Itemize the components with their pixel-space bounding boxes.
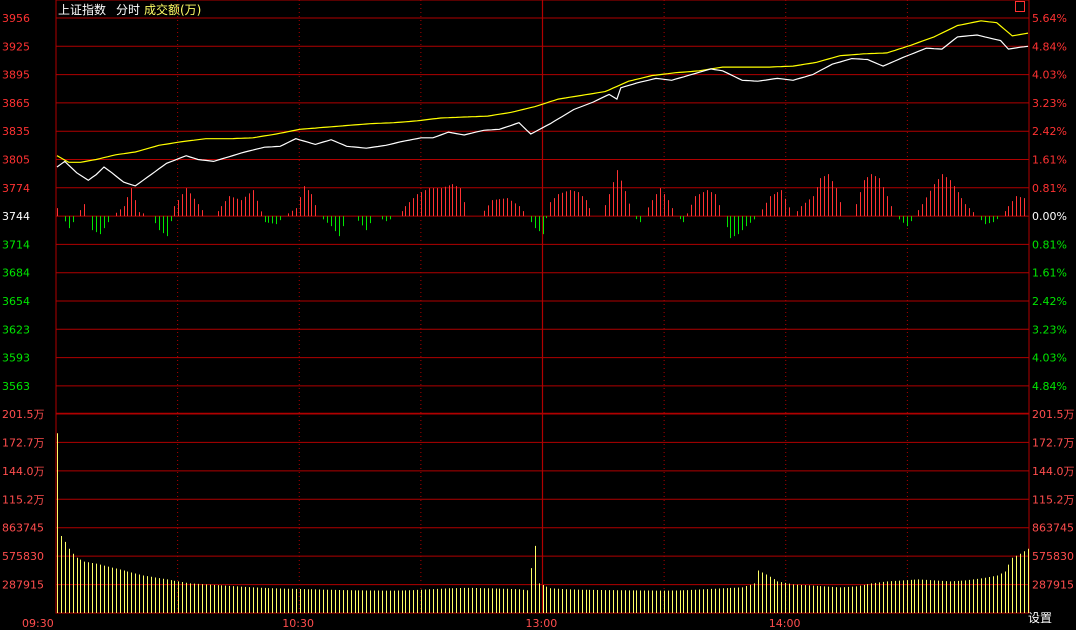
price-tick-label: 3563 xyxy=(2,380,30,393)
time-tick-label: 09:30 xyxy=(22,617,54,630)
view-mode-label[interactable]: 分时 xyxy=(116,3,141,17)
percent-tick-label: 4.03% xyxy=(1032,352,1067,365)
percent-tick-label: 0.00% xyxy=(1032,210,1067,223)
volume-tick-label: 144.0万 xyxy=(2,465,45,478)
price-tick-label: 3865 xyxy=(2,97,30,110)
volume-tick-label-right: 115.2万 xyxy=(1032,493,1075,506)
volume-tick-label-right: 575830 xyxy=(1032,550,1074,563)
percent-tick-label: 0.81% xyxy=(1032,238,1067,251)
percent-tick-label: 5.64% xyxy=(1032,12,1067,25)
volume-tick-label-right: 287915 xyxy=(1032,579,1074,592)
price-tick-label: 3925 xyxy=(2,40,30,53)
index-name: 上证指数 xyxy=(58,3,107,17)
percent-tick-label: 2.42% xyxy=(1032,295,1067,308)
price-line xyxy=(56,34,1029,187)
percent-tick-label: 1.61% xyxy=(1032,154,1067,167)
time-tick-label: 14:00 xyxy=(769,617,801,630)
volume-tick-label: 115.2万 xyxy=(2,493,45,506)
price-tick-label: 3805 xyxy=(2,154,30,167)
price-tick-label: 3835 xyxy=(2,125,30,138)
price-tick-label: 3744 xyxy=(2,210,30,223)
volume-label: 成交额(万) xyxy=(144,3,202,17)
settings-button[interactable]: 设置 xyxy=(1027,611,1052,625)
time-tick-label: 13:00 xyxy=(526,617,558,630)
volume-tick-label: 172.7万 xyxy=(2,436,45,449)
percent-tick-label: 0.81% xyxy=(1032,182,1067,195)
volume-tick-label-right: 201.5万 xyxy=(1032,408,1075,421)
price-tick-label: 3774 xyxy=(2,182,30,195)
price-tick-label: 3654 xyxy=(2,295,30,308)
volume-tick-label-right: 144.0万 xyxy=(1032,465,1075,478)
volume-tick-label-right: 863745 xyxy=(1032,522,1074,535)
volume-tick-label: 201.5万 xyxy=(2,408,45,421)
corner-toggle-icon[interactable] xyxy=(1015,1,1025,12)
percent-tick-label: 3.23% xyxy=(1032,323,1067,336)
percent-tick-label: 1.61% xyxy=(1032,267,1067,280)
price-tick-label: 3593 xyxy=(2,352,30,365)
average-line xyxy=(56,20,1029,163)
volume-tick-label: 575830 xyxy=(2,550,44,563)
time-tick-label: 10:30 xyxy=(282,617,314,630)
percent-tick-label: 3.23% xyxy=(1032,97,1067,110)
volume-tick-label: 863745 xyxy=(2,522,44,535)
percent-tick-label: 2.42% xyxy=(1032,125,1067,138)
price-tick-label: 3684 xyxy=(2,267,30,280)
price-tick-label: 3895 xyxy=(2,69,30,82)
percent-tick-label: 4.84% xyxy=(1032,40,1067,53)
percent-tick-label: 4.84% xyxy=(1032,380,1067,393)
volume-tick-label-right: 172.7万 xyxy=(1032,436,1075,449)
percent-tick-label: 4.03% xyxy=(1032,69,1067,82)
price-tick-label: 3714 xyxy=(2,238,30,251)
price-tick-label: 3623 xyxy=(2,323,30,336)
volume-tick-label: 287915 xyxy=(2,579,44,592)
price-tick-label: 3956 xyxy=(2,12,30,25)
